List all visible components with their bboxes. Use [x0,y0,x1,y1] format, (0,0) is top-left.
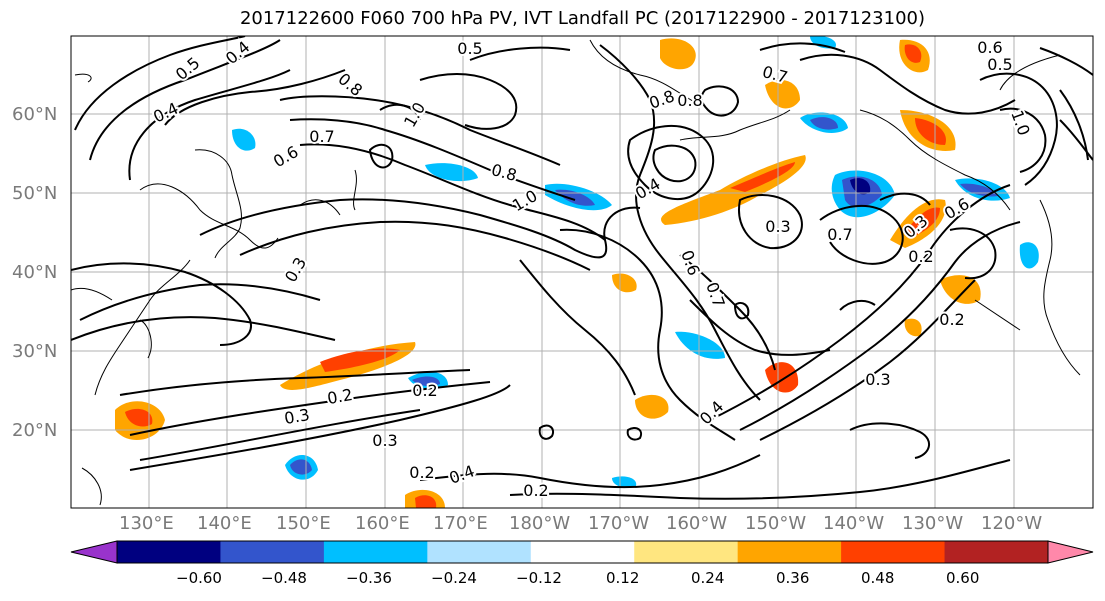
pv-contours [71,36,1093,500]
lon-label: 180°W [509,513,571,534]
colorbar-cell [220,541,325,563]
contour-label: 0.3 [372,431,397,450]
lat-label: 60°N [12,104,58,125]
colorbar-tick-label: 0.12 [606,569,640,587]
colorbar-tick-label: −0.24 [431,569,477,587]
colorbar-cell [634,541,739,563]
colorbar-tick-label: −0.36 [346,569,392,587]
colorbar-cell [117,541,221,563]
contour-label: 0.3 [765,217,790,236]
contour-label: 0.2 [412,381,437,400]
contour-label: 0.7 [309,127,334,146]
colorbar-tick-label: 0.48 [861,569,895,587]
colorbar-cell [530,541,635,563]
lon-label: 170°W [588,513,650,534]
colorbar-cell [737,541,842,563]
colorbar-cell [323,541,428,563]
lon-label: 130°W [902,513,964,534]
contour-label: 0.7 [827,225,852,244]
map-frame [70,35,1094,509]
colorbar [70,540,1094,564]
contour-label: 0.2 [523,481,548,500]
lat-label: 30°N [12,341,58,362]
colorbar-tick-label: −0.48 [261,569,307,587]
lon-label: 140°E [197,513,252,534]
contour-label: 0.2 [908,247,933,266]
colorbar-cell [427,541,532,563]
contour-label: 0.2 [409,463,434,482]
contour-label: 0.5 [457,39,482,58]
graticule [71,36,1093,508]
colorbar-tick-label: −0.60 [176,569,222,587]
colorbar-tick-label: 0.36 [776,569,810,587]
contour-label: 0.3 [865,370,890,389]
colorbar-extension-high [1047,540,1094,564]
lon-label: 150°E [276,513,331,534]
contour-label: 0.5 [987,55,1012,74]
lon-label: 170°E [433,513,488,534]
lat-label: 20°N [12,420,58,441]
colorbar-cell [841,541,946,563]
colorbar-cell [944,541,1049,563]
colorbar-tick-label: −0.12 [516,569,562,587]
colorbar-extension-low [70,540,118,564]
colorbar-tick-label: 0.24 [691,569,725,587]
lat-label: 50°N [12,183,58,204]
contour-label: 0.2 [939,310,964,329]
map-title: 2017122600 F060 700 hPa PV, IVT Landfall… [239,8,926,29]
lon-label: 140°W [823,513,885,534]
colorbar-outline [116,540,1049,564]
colorbar-tick-label: 0.60 [946,569,980,587]
lon-label: 120°W [981,513,1043,534]
contour-label: 0.8 [677,91,702,110]
lon-label: 160°E [355,513,410,534]
contour-label: 0.6 [977,38,1002,57]
lon-label: 130°E [119,513,174,534]
lon-label: 160°W [666,513,728,534]
lon-label: 150°W [745,513,807,534]
lat-label: 40°N [12,262,58,283]
